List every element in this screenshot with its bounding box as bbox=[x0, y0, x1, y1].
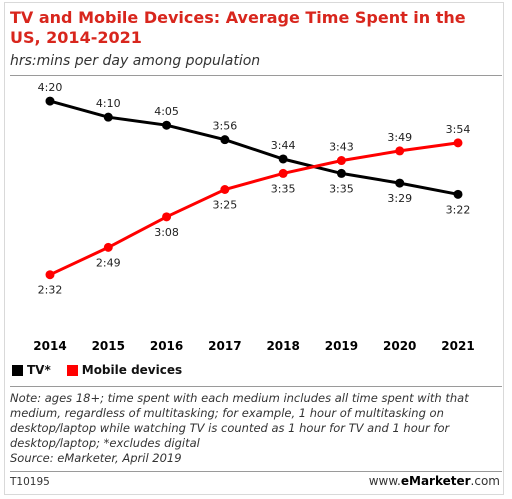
data-label-mobile: 3:49 bbox=[387, 131, 412, 144]
data-label-mobile: 3:08 bbox=[154, 226, 179, 239]
header-divider bbox=[10, 75, 502, 76]
x-tick-label: 2018 bbox=[266, 339, 299, 353]
data-point-tv bbox=[45, 96, 55, 106]
data-point-mobile bbox=[45, 270, 55, 280]
brand-suffix: .com bbox=[470, 474, 500, 488]
data-label-mobile: 3:25 bbox=[213, 199, 238, 212]
data-point-tv bbox=[162, 120, 172, 130]
data-label-tv: 3:35 bbox=[329, 182, 354, 195]
chart-note: Note: ages 18+; time spent with each med… bbox=[10, 391, 498, 466]
chart-legend: TV* Mobile devices bbox=[12, 363, 198, 377]
source-text: Source: eMarketer, April 2019 bbox=[10, 451, 182, 465]
brand-prefix: www. bbox=[368, 474, 401, 488]
data-label-mobile: 3:43 bbox=[329, 141, 354, 154]
data-label-tv: 3:29 bbox=[387, 192, 412, 205]
data-point-mobile bbox=[278, 168, 288, 178]
legend-swatch-mobile bbox=[66, 364, 78, 376]
data-point-tv bbox=[103, 112, 113, 122]
series-line-tv bbox=[49, 99, 459, 196]
data-label-mobile: 2:49 bbox=[96, 256, 121, 269]
data-point-mobile bbox=[336, 156, 346, 166]
data-point-tv bbox=[336, 168, 346, 178]
brand-name: eMarketer bbox=[400, 474, 471, 488]
data-point-mobile bbox=[453, 138, 463, 148]
x-tick-label: 2016 bbox=[150, 339, 183, 353]
data-point-mobile bbox=[103, 242, 113, 252]
legend-label-tv: TV* bbox=[27, 363, 51, 377]
legend-swatch-tv bbox=[12, 364, 23, 376]
chart-title: TV and Mobile Devices: Average Time Spen… bbox=[10, 8, 466, 47]
brand-url[interactable]: www.eMarketer.com bbox=[369, 474, 500, 488]
data-label-mobile: 3:35 bbox=[271, 182, 296, 195]
x-tick-label: 2021 bbox=[441, 339, 474, 353]
footer-divider bbox=[10, 471, 502, 472]
x-tick-label: 2015 bbox=[92, 339, 125, 353]
data-label-mobile: 3:54 bbox=[446, 123, 471, 136]
chart-frame bbox=[4, 2, 504, 495]
data-label-tv: 4:10 bbox=[96, 97, 121, 110]
data-label-tv: 4:20 bbox=[38, 81, 63, 94]
chart-id: T10195 bbox=[10, 476, 50, 488]
note-text: Note: ages 18+; time spent with each med… bbox=[10, 391, 469, 450]
data-point-tv bbox=[453, 189, 463, 199]
legend-label-mobile: Mobile devices bbox=[81, 363, 183, 377]
x-tick-label: 2014 bbox=[33, 339, 66, 353]
x-tick-label: 2017 bbox=[208, 339, 241, 353]
x-tick-label: 2019 bbox=[325, 339, 358, 353]
series-line-mobile bbox=[49, 141, 459, 277]
chart-subtitle: hrs:mins per day among population bbox=[10, 53, 261, 69]
data-point-tv bbox=[278, 154, 288, 164]
data-label-tv: 3:56 bbox=[213, 120, 238, 133]
data-label-tv: 3:44 bbox=[271, 139, 296, 152]
data-point-mobile bbox=[162, 212, 172, 222]
data-point-mobile bbox=[220, 185, 230, 194]
data-point-mobile bbox=[395, 146, 405, 156]
data-point-tv bbox=[220, 135, 230, 145]
legend-item-tv: TV* bbox=[12, 363, 51, 377]
x-tick-label: 2020 bbox=[383, 339, 416, 353]
data-point-tv bbox=[395, 178, 405, 188]
legend-item-mobile: Mobile devices bbox=[66, 363, 183, 377]
data-label-tv: 4:05 bbox=[154, 105, 179, 118]
data-label-tv: 3:22 bbox=[446, 203, 471, 216]
line-chart: 2014 2015 2016 2017 2018 2019 2020 2021 4:20 4:10… bbox=[33, 81, 474, 353]
data-label-mobile: 2:32 bbox=[38, 284, 63, 297]
note-divider bbox=[10, 386, 502, 387]
